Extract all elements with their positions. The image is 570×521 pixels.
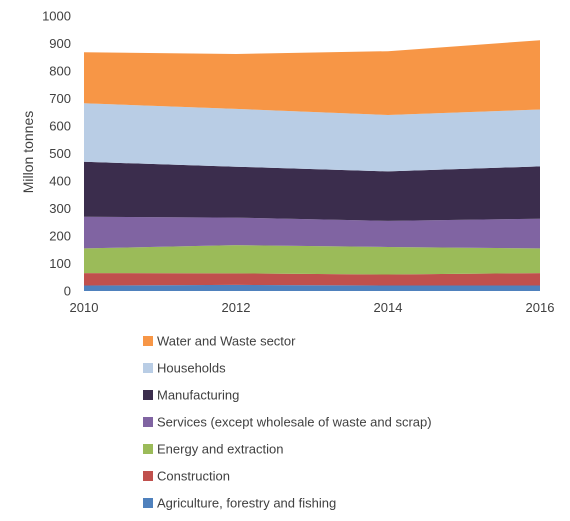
y-tick-label: 400: [49, 174, 71, 189]
legend-item-energy-and-extraction: Energy and extraction: [143, 442, 283, 457]
y-tick-label: 700: [49, 91, 71, 106]
legend-label: Services (except wholesale of waste and …: [157, 415, 432, 430]
x-tick-label: 2010: [70, 300, 99, 315]
y-tick-label: 300: [49, 201, 71, 216]
legend-item-services-except-wholesale-of-waste-and-scrap: Services (except wholesale of waste and …: [143, 415, 432, 430]
y-axis-label: Millon tonnes: [20, 111, 36, 194]
area-construction: [84, 273, 540, 286]
area-manufacturing: [84, 161, 540, 221]
y-tick-labels: 0 100 200 300 400 500 600 700 800 900 1000: [42, 9, 71, 299]
area-agriculture-forestry-and-fishing: [84, 284, 540, 291]
legend-swatch: [143, 417, 153, 427]
legend-item-agriculture-forestry-and-fishing: Agriculture, forestry and fishing: [143, 496, 336, 511]
legend-swatch: [143, 390, 153, 400]
y-tick-label: 500: [49, 146, 71, 161]
x-tick-label: 2016: [526, 300, 555, 315]
area-households: [84, 103, 540, 172]
x-tick-label: 2014: [374, 300, 403, 315]
legend-swatch: [143, 336, 153, 346]
area-services-except-wholesale-of-waste-and-scrap: [84, 216, 540, 249]
legend-swatch: [143, 363, 153, 373]
legend-label: Agriculture, forestry and fishing: [157, 496, 336, 511]
legend-swatch: [143, 471, 153, 481]
legend-item-water-and-waste-sector: Water and Waste sector: [143, 334, 296, 349]
legend-label: Manufacturing: [157, 388, 239, 403]
legend-item-manufacturing: Manufacturing: [143, 388, 239, 403]
area-layer: [84, 40, 540, 291]
legend-item-households: Households: [143, 361, 226, 376]
legend-label: Energy and extraction: [157, 442, 283, 457]
y-tick-label: 100: [49, 256, 71, 271]
y-tick-label: 1000: [42, 9, 71, 24]
y-tick-label: 200: [49, 229, 71, 244]
legend-swatch: [143, 444, 153, 454]
legend-label: Households: [157, 361, 226, 376]
area-energy-and-extraction: [84, 245, 540, 275]
y-tick-label: 900: [49, 36, 71, 51]
y-tick-label: 800: [49, 64, 71, 79]
y-tick-label: 0: [64, 284, 71, 299]
legend-item-construction: Construction: [143, 469, 230, 484]
x-tick-label: 2012: [222, 300, 251, 315]
y-tick-label: 600: [49, 119, 71, 134]
legend-swatch: [143, 498, 153, 508]
area-water-and-waste-sector: [84, 40, 540, 116]
x-tick-labels: 2010 2012 2014 2016: [70, 300, 555, 315]
legend-label: Construction: [157, 469, 230, 484]
legend: Water and Waste sector Households Manufact…: [143, 334, 432, 511]
legend-label: Water and Waste sector: [157, 334, 296, 349]
